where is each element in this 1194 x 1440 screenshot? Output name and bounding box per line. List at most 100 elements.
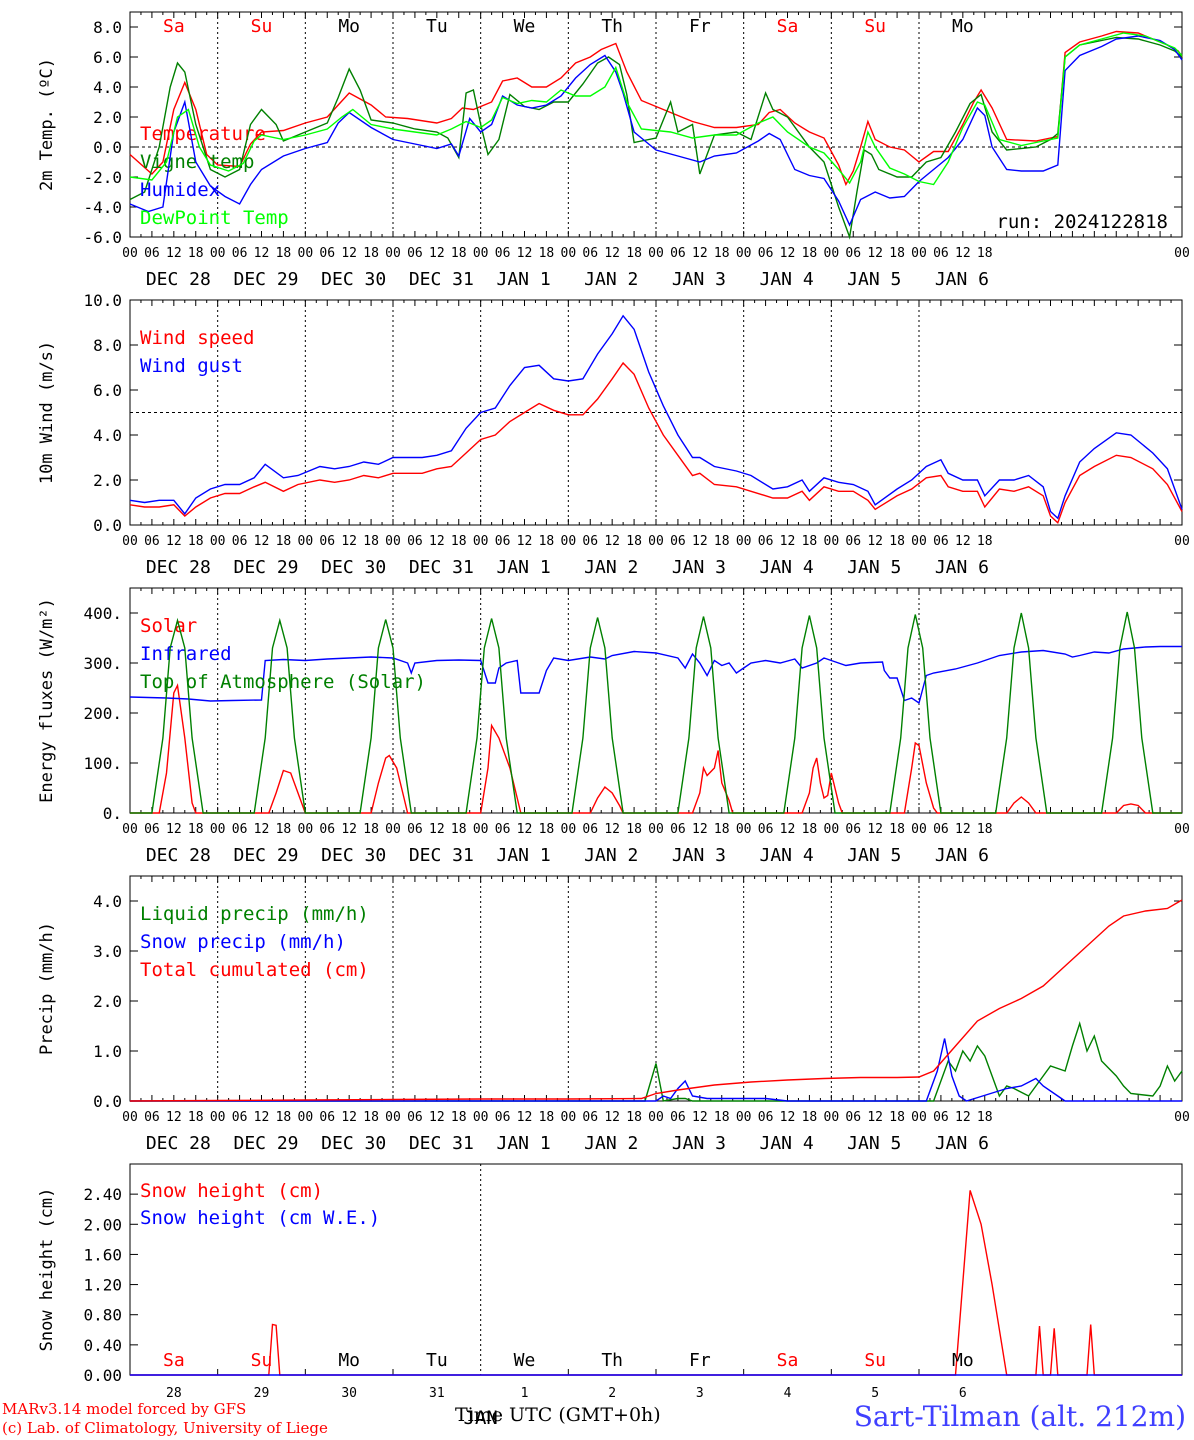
day-label: Fr [689, 16, 711, 37]
day-label: We [514, 16, 536, 37]
date-label: JAN 4 [760, 269, 814, 290]
date-label: JAN 3 [672, 1133, 726, 1154]
series-line [129, 899, 1183, 1102]
hour-tick-label: 06 [232, 1110, 248, 1125]
hour-tick-label: 12 [429, 534, 445, 549]
hour-tick-label: 00 [298, 822, 314, 837]
hour-tick-label: 18 [539, 1110, 555, 1125]
hour-tick-label: 00 [210, 822, 226, 837]
panel-4: 0.0 1.0 2.0 3.0 4.0 Precip (mm/h) Liquid preci… [37, 875, 1190, 1154]
hour-tick-label: 00 [385, 534, 401, 549]
day-label: Fr [689, 1350, 711, 1371]
hour-tick-label: 00 [473, 822, 489, 837]
series-line [129, 35, 1183, 227]
hour-tick-label: 18 [977, 246, 993, 261]
day-label: Mo [952, 1350, 974, 1371]
hour-tick-label: 06 [319, 534, 335, 549]
date-label: JAN 1 [497, 1133, 551, 1154]
hour-tick-label: 12 [867, 246, 883, 261]
hour-tick-label: 06 [495, 246, 511, 261]
hour-tick-label: 00 [648, 1110, 664, 1125]
hour-tick-label: 12 [955, 1110, 971, 1125]
hour-tick-label: 12 [692, 1110, 708, 1125]
hour-tick-label: 06 [232, 534, 248, 549]
hour-tick-label: 12 [780, 1110, 796, 1125]
hour-tick-label: 00 [561, 534, 577, 549]
hour-tick-label: 06 [319, 1110, 335, 1125]
day-label: We [514, 1350, 536, 1371]
hour-tick-label: 12 [780, 534, 796, 549]
hour-tick-label: 18 [714, 246, 730, 261]
hour-tick-label: 12 [166, 246, 182, 261]
hour-tick-label: 12 [517, 534, 533, 549]
day-label: Mo [952, 16, 974, 37]
legend-entry: Vigne temp [140, 151, 254, 173]
date-label: JAN 5 [847, 1133, 901, 1154]
y-tick-label: 1.0 [93, 1042, 122, 1061]
day-label: Sa [163, 16, 185, 37]
legend-entry: Wind gust [140, 355, 243, 377]
legend-entry: Liquid precip (mm/h) [140, 903, 369, 925]
hour-tick-label: 12 [254, 246, 270, 261]
hour-tick-label: 12 [166, 1110, 182, 1125]
hour-tick-label: 18 [626, 1110, 642, 1125]
legend-entry: Wind speed [140, 327, 254, 349]
hour-tick-label: 12 [341, 246, 357, 261]
hour-tick-label: 18 [889, 1110, 905, 1125]
day-number-label: 1 [521, 1386, 529, 1401]
y-tick-label: -2.0 [83, 168, 122, 187]
hour-tick-label: 12 [429, 246, 445, 261]
y-tick-label: 6.0 [93, 48, 122, 67]
hour-tick-label: 18 [889, 246, 905, 261]
hour-tick-label: 00 [385, 246, 401, 261]
hour-tick-label: 06 [845, 246, 861, 261]
hour-tick-label: 12 [254, 1110, 270, 1125]
panel-2: 0.0 2.0 4.0 6.0 8.0 10.0 10m Wind (m/s) Wind sp… [37, 291, 1190, 578]
hour-tick-label: 06 [407, 822, 423, 837]
hour-tick-label: 00 [298, 1110, 314, 1125]
credit-line-2: (c) Lab. of Climatology, University of L… [2, 1419, 328, 1437]
legend-entry: DewPoint Temp [140, 207, 289, 229]
hour-tick-label: 12 [254, 822, 270, 837]
hour-tick-label: 06 [144, 822, 160, 837]
hour-tick-label: 00 [210, 534, 226, 549]
y-tick-label: 0.40 [83, 1336, 122, 1355]
date-label: DEC 31 [409, 1133, 474, 1154]
day-number-label: 29 [254, 1386, 270, 1401]
hour-tick-label: 18 [188, 534, 204, 549]
date-label: JAN 4 [760, 1133, 814, 1154]
hour-tick-label: 12 [341, 822, 357, 837]
hour-tick-label: 00 [561, 1110, 577, 1125]
hour-tick-label: 12 [867, 1110, 883, 1125]
hour-tick-label: 00 [210, 246, 226, 261]
date-label: JAN 1 [497, 557, 551, 578]
y-tick-label: 0.00 [83, 1366, 122, 1385]
hour-tick-label: 06 [495, 534, 511, 549]
hour-tick-label: 00 [911, 822, 927, 837]
credit-line-1: MARv3.14 model forced by GFS [2, 1400, 247, 1418]
date-label: DEC 31 [409, 269, 474, 290]
hour-tick-label: 06 [933, 1110, 949, 1125]
hour-tick-label: 18 [977, 822, 993, 837]
hour-tick-label: 18 [276, 1110, 292, 1125]
series-line [129, 32, 1183, 186]
hour-tick-label: 06 [407, 1110, 423, 1125]
y-tick-label: 0. [103, 804, 122, 823]
hour-tick-label: 06 [582, 534, 598, 549]
hour-tick-label: 00 [473, 1110, 489, 1125]
hour-tick-label: 00 [298, 246, 314, 261]
hour-tick-label: 12 [166, 822, 182, 837]
hour-tick-label: 06 [758, 534, 774, 549]
day-number-label: 31 [429, 1386, 445, 1401]
hour-tick-label: 12 [955, 822, 971, 837]
date-label: JAN 5 [847, 557, 901, 578]
panel-5: 0.00 0.40 0.80 1.20 1.60 2.00 2.40 Snow height … [37, 1163, 1183, 1429]
hour-tick-label: 18 [802, 822, 818, 837]
day-label: Mo [338, 16, 360, 37]
hour-tick-label: 00 [122, 1110, 138, 1125]
hour-tick-label: 18 [363, 1110, 379, 1125]
date-label: JAN 4 [760, 557, 814, 578]
hour-tick-label: 18 [802, 246, 818, 261]
hour-tick-label: 18 [714, 534, 730, 549]
